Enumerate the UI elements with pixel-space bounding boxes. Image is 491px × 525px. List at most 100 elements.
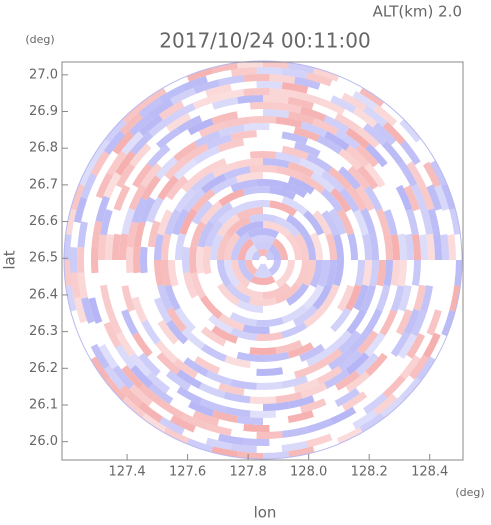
echo-cell <box>330 95 357 114</box>
echo-cell <box>390 285 405 312</box>
x-tick-label: 128.4 <box>411 465 448 480</box>
echo-cell <box>400 354 421 380</box>
echo-cell <box>113 184 131 211</box>
echo-cell <box>363 105 388 127</box>
echo-cell <box>218 382 245 396</box>
echo-cell <box>121 365 144 389</box>
echo-cell <box>352 90 378 111</box>
echo-cell <box>183 272 198 299</box>
echo-cell <box>454 260 462 286</box>
echo-cell <box>146 371 171 394</box>
echo-cell <box>338 148 363 171</box>
echo-cell <box>212 410 239 423</box>
echo-cell <box>148 383 174 405</box>
echo-cell <box>390 234 400 260</box>
echo-cell <box>360 285 376 313</box>
echo-cell <box>330 406 357 425</box>
echo-cell <box>323 115 350 134</box>
echo-cell <box>275 151 302 165</box>
echo-cell <box>90 150 110 177</box>
echo-cell <box>364 163 386 188</box>
echo-cell <box>106 150 127 176</box>
echo-cell <box>317 135 343 155</box>
echo-cell <box>268 244 282 260</box>
echo-cell <box>210 233 224 260</box>
echo-cell <box>281 322 308 339</box>
echo-cell <box>365 352 388 377</box>
echo-cell <box>275 391 303 404</box>
echo-cell <box>65 208 77 235</box>
echo-cell <box>103 130 126 155</box>
echo-cell <box>355 144 379 168</box>
echo-cell <box>190 272 206 299</box>
echo-cell <box>140 163 162 188</box>
echo-cell <box>287 342 314 359</box>
echo-cell <box>338 349 363 372</box>
echo-cell <box>161 233 172 260</box>
echo-cell <box>294 141 321 158</box>
echo-cell <box>208 202 233 225</box>
echo-cell <box>363 123 387 146</box>
echo-cell <box>362 233 372 260</box>
echo-cell <box>229 312 257 327</box>
echo-cell <box>223 232 241 260</box>
echo-cell <box>419 234 429 260</box>
x-axis-label: lon <box>254 504 277 522</box>
echo-cell <box>355 126 380 149</box>
echo-cell <box>230 130 257 141</box>
echo-cell <box>406 161 426 187</box>
echo-cell <box>341 391 368 412</box>
echo-cell <box>79 160 96 187</box>
echo-cell <box>165 370 191 391</box>
echo-cell <box>236 158 263 169</box>
echo-cell <box>309 232 323 260</box>
echo-cell <box>317 260 331 288</box>
echo-cell <box>416 356 436 382</box>
echo-cell <box>131 197 148 224</box>
echo-cell <box>130 131 154 155</box>
echo-cell <box>365 143 388 168</box>
echo-cell <box>337 208 355 236</box>
echo-cell <box>237 238 254 260</box>
echo-cell <box>208 314 234 335</box>
echo-cell <box>243 87 270 97</box>
echo-cell <box>395 184 413 211</box>
echo-cell <box>237 260 254 282</box>
echo-cell <box>173 141 198 162</box>
echo-cell <box>155 340 178 364</box>
echo-cell <box>236 299 263 313</box>
echo-cell <box>230 179 257 193</box>
echo-cell <box>247 228 279 239</box>
echo-cell <box>242 324 270 335</box>
echo-cell <box>353 284 369 311</box>
echo-cell <box>333 233 344 260</box>
echo-cell <box>161 260 172 287</box>
echo-cell <box>63 260 72 286</box>
echo-cell <box>288 176 315 195</box>
echo-cell <box>306 347 333 367</box>
echo-cell <box>363 393 388 415</box>
echo-cell <box>103 321 122 348</box>
echo-cell <box>275 116 303 129</box>
echo-cell <box>126 221 139 248</box>
echo-cell <box>300 398 327 414</box>
echo-cell <box>398 161 418 187</box>
echo-cell <box>335 370 361 391</box>
echo-cell <box>166 175 189 201</box>
echo-cell <box>300 106 327 122</box>
y-tick-label: 26.1 <box>29 397 58 412</box>
echo-cell <box>244 244 258 260</box>
echo-cell <box>225 216 251 238</box>
echo-cell <box>132 332 153 358</box>
echo-cell <box>231 232 251 260</box>
echo-cell <box>352 107 378 128</box>
y-tick-label: 26.6 <box>29 214 58 229</box>
echo-cell <box>139 196 156 224</box>
echo-cell <box>328 167 352 190</box>
echo-cell <box>181 75 208 92</box>
echo-cell <box>281 440 308 452</box>
echo-cell <box>77 272 88 299</box>
echo-cell <box>403 185 420 212</box>
echo-cell <box>265 250 274 260</box>
echo-cell <box>376 284 391 312</box>
